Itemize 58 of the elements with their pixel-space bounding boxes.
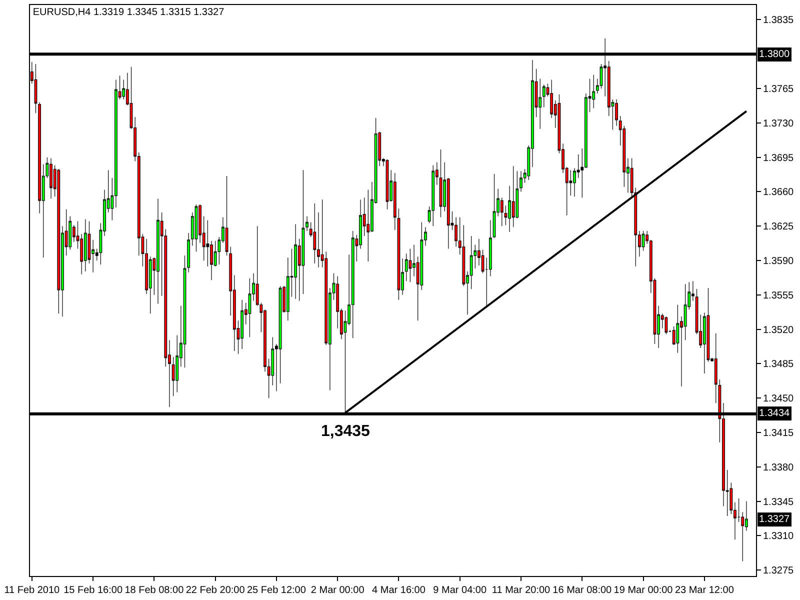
ref-line-label: 1.3800 <box>759 49 790 60</box>
candlestick <box>664 316 668 335</box>
x-tick-label: 11 Mar 20:00 <box>492 585 551 596</box>
candlestick <box>492 174 496 238</box>
candlestick <box>592 74 596 108</box>
candlestick <box>248 278 252 338</box>
candlestick <box>194 204 198 252</box>
candlestick <box>439 149 442 218</box>
y-tick-label: 1.3520 <box>763 324 794 336</box>
candlestick <box>183 255 186 368</box>
x-tick-label: 16 Mar 08:00 <box>552 585 612 596</box>
candlestick <box>393 172 396 230</box>
x-tick-label: 23 Mar 12:00 <box>674 585 734 596</box>
candlestick <box>34 64 38 114</box>
y-tick-label: 1.3345 <box>763 496 794 508</box>
annotation: 1.3327 <box>759 514 790 525</box>
candlestick <box>294 224 298 300</box>
x-tick-label: 22 Feb 20:00 <box>186 585 246 596</box>
chart-title: EURUSD,H4 1.3319 1.3345 1.3315 1.3327 <box>32 7 225 18</box>
x-tick-label: 19 Mar 00:00 <box>614 585 674 596</box>
annotation: 1,3435 <box>321 423 370 440</box>
candlestick <box>156 198 160 304</box>
y-tick-label: 1.3450 <box>763 394 794 405</box>
y-tick-label: 1.3835 <box>763 15 794 26</box>
candlestick <box>225 176 228 256</box>
x-tick-label: 11 Feb 2010 <box>4 585 60 596</box>
x-tick-label: 25 Feb 12:00 <box>246 585 306 596</box>
ref-line-label: 1.3434 <box>759 408 790 419</box>
y-tick-label: 1.3485 <box>763 359 794 370</box>
y-tick-label: 1.3695 <box>763 152 794 164</box>
y-tick-label: 1.3555 <box>763 290 794 302</box>
candlestick <box>187 232 190 273</box>
candlestick <box>50 158 52 199</box>
y-tick-label: 1.3415 <box>763 428 794 440</box>
candlestick <box>57 168 60 314</box>
y-tick-label: 1.3590 <box>763 256 794 268</box>
y-tick-label: 1.3380 <box>763 462 794 474</box>
candlestick <box>408 248 412 282</box>
x-tick-label: 2 Mar 00:00 <box>310 585 365 596</box>
y-tick-label: 1.3765 <box>763 84 794 96</box>
x-tick-label: 9 Mar 04:00 <box>433 585 487 596</box>
y-tick-label: 1.3660 <box>763 187 794 198</box>
candlestick <box>520 170 522 192</box>
y-tick-label: 1.3275 <box>763 566 794 577</box>
candlestick <box>84 218 87 272</box>
candlestick <box>615 99 618 126</box>
candlestick <box>542 84 546 108</box>
x-tick-label: 15 Feb 16:00 <box>64 585 123 596</box>
candlestick <box>432 164 435 226</box>
candlestick <box>351 230 354 338</box>
x-tick-label: 4 Mar 16:00 <box>372 585 426 596</box>
candlestick <box>313 203 316 264</box>
candlestick <box>306 216 308 232</box>
y-tick-label: 1.3730 <box>763 118 794 130</box>
y-tick-label: 1.3625 <box>763 222 794 233</box>
x-tick-label: 18 Feb 08:00 <box>124 585 184 596</box>
candlestick <box>714 332 718 404</box>
y-tick-label: 1.3310 <box>763 531 794 542</box>
